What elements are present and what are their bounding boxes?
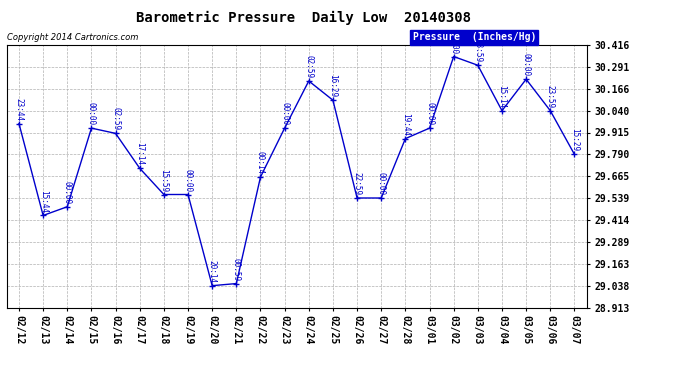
Text: Pressure  (Inches/Hg): Pressure (Inches/Hg) [413,32,536,42]
Text: 00:00: 00:00 [377,172,386,195]
Text: 15:59: 15:59 [159,169,168,192]
Text: 15:29: 15:29 [570,128,579,152]
Text: 00:00: 00:00 [425,102,434,125]
Text: 15:44: 15:44 [39,189,48,213]
Text: 00:00: 00:00 [280,102,289,125]
Text: 00:14: 00:14 [256,151,265,174]
Text: 00:00: 00:00 [184,169,193,192]
Text: 23:59: 23:59 [546,85,555,108]
Text: 00:59: 00:59 [232,258,241,281]
Text: 02:59: 02:59 [111,108,120,130]
Text: 02:59: 02:59 [304,55,313,78]
Text: 22:59: 22:59 [353,172,362,195]
Text: 00:00: 00:00 [63,181,72,204]
Text: 00:00: 00:00 [449,31,458,54]
Text: Copyright 2014 Cartronics.com: Copyright 2014 Cartronics.com [7,33,138,42]
Text: 16:29: 16:29 [328,74,337,98]
Text: 00:00: 00:00 [522,53,531,76]
Text: 17:14: 17:14 [135,142,144,165]
Text: 00:00: 00:00 [87,102,96,125]
Text: Barometric Pressure  Daily Low  20140308: Barometric Pressure Daily Low 20140308 [136,11,471,26]
Text: 20:14: 20:14 [208,260,217,283]
Text: 15:14: 15:14 [497,85,506,108]
Text: 19:44: 19:44 [401,113,410,136]
Text: 23:44: 23:44 [14,98,23,121]
Text: 23:59: 23:59 [473,39,482,63]
